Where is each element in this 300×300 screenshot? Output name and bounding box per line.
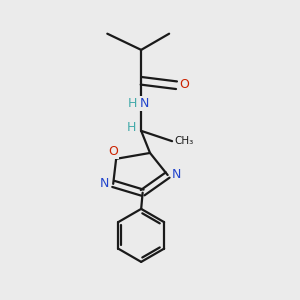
Text: O: O [179, 78, 189, 91]
Text: N: N [172, 168, 181, 181]
Text: H: H [128, 97, 138, 110]
Text: O: O [108, 145, 118, 158]
Text: N: N [100, 177, 109, 190]
Text: N: N [140, 97, 149, 110]
Text: CH₃: CH₃ [174, 136, 194, 146]
Text: H: H [127, 122, 136, 134]
